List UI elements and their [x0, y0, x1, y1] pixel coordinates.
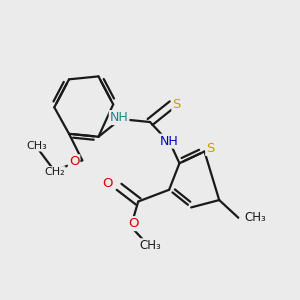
Text: NH: NH [110, 111, 128, 124]
Text: CH₃: CH₃ [26, 141, 47, 151]
Text: O: O [129, 217, 139, 230]
Text: NH: NH [160, 135, 178, 148]
Text: CH₂: CH₂ [44, 167, 64, 177]
Text: CH₃: CH₃ [139, 239, 161, 252]
Text: CH₃: CH₃ [244, 211, 266, 224]
Text: O: O [69, 155, 79, 168]
Text: O: O [103, 177, 113, 190]
Text: S: S [206, 142, 214, 155]
Text: S: S [172, 98, 181, 111]
